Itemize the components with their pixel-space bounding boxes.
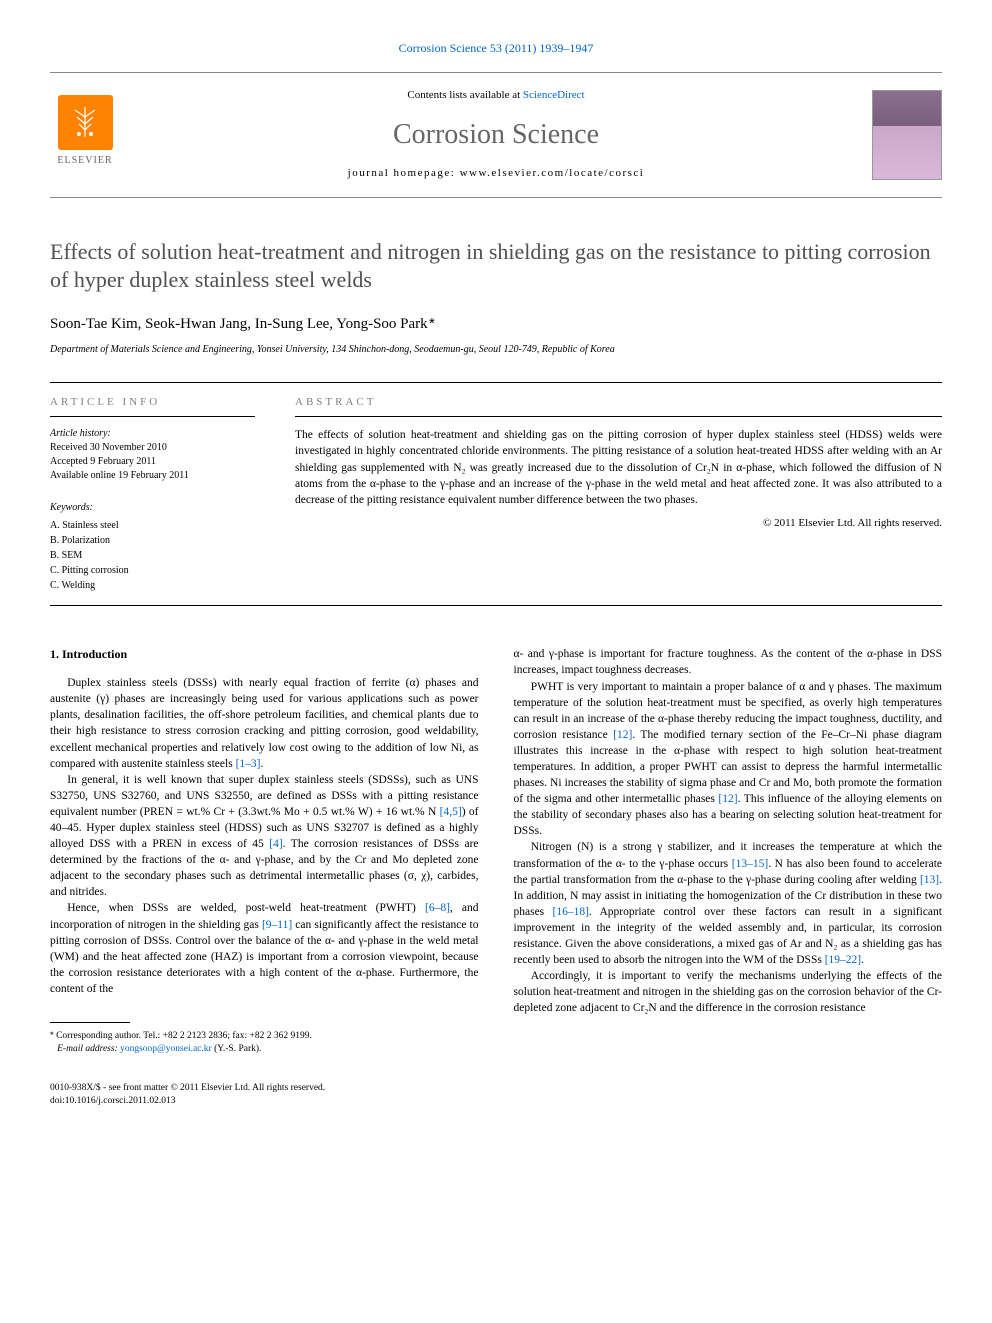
- body-columns: 1. Introduction Duplex stainless steels …: [50, 646, 942, 1108]
- body-paragraph: α- and γ-phase is important for fracture…: [514, 646, 943, 678]
- citation-link[interactable]: Corrosion Science 53 (2011) 1939–1947: [399, 41, 594, 55]
- ref-link[interactable]: [4]: [269, 838, 282, 850]
- keyword-item: C. Pitting corrosion: [50, 563, 255, 578]
- abstract-column: ABSTRACT The effects of solution heat-tr…: [270, 383, 942, 605]
- ref-link[interactable]: [12]: [718, 793, 737, 805]
- publisher-logo: ELSEVIER: [50, 95, 120, 175]
- affiliation: Department of Materials Science and Engi…: [50, 343, 942, 357]
- intro-heading: 1. Introduction: [50, 646, 479, 663]
- citation-header: Corrosion Science 53 (2011) 1939–1947: [50, 40, 942, 57]
- sciencedirect-link[interactable]: ScienceDirect: [523, 89, 585, 101]
- ref-link[interactable]: [4,5]: [440, 806, 462, 818]
- article-title: Effects of solution heat-treatment and n…: [50, 238, 942, 295]
- keyword-item: A. Stainless steel: [50, 518, 255, 533]
- contents-prefix: Contents lists available at: [407, 89, 522, 101]
- body-paragraph: Duplex stainless steels (DSSs) with near…: [50, 675, 479, 772]
- footnote-email-link[interactable]: yongsoop@yonsei.ac.kr: [120, 1044, 212, 1054]
- doi-line: doi:10.1016/j.corsci.2011.02.013: [50, 1095, 479, 1108]
- history-header: Article history:: [50, 427, 255, 441]
- footnote-marker: *: [50, 1030, 54, 1041]
- article-info-column: ARTICLE INFO Article history: Received 3…: [50, 383, 270, 605]
- keywords-header: Keywords:: [50, 501, 255, 515]
- footnote: * Corresponding author. Tel.: +82 2 2123…: [50, 1029, 479, 1057]
- body-paragraph: Accordingly, it is important to verify t…: [514, 968, 943, 1016]
- abstract-copyright: © 2011 Elsevier Ltd. All rights reserved…: [295, 516, 942, 531]
- ref-link[interactable]: [13–15]: [732, 858, 768, 870]
- abstract-text: The effects of solution heat-treatment a…: [295, 427, 942, 507]
- info-label: ARTICLE INFO: [50, 395, 255, 417]
- authors-line: Soon-Tae Kim, Seok-Hwan Jang, In-Sung Le…: [50, 313, 942, 335]
- homepage-prefix: journal homepage:: [348, 167, 460, 179]
- article-history: Article history: Received 30 November 20…: [50, 427, 255, 483]
- footnote-text: Corresponding author. Tel.: +82 2 2123 2…: [56, 1031, 312, 1041]
- body-paragraph: PWHT is very important to maintain a pro…: [514, 679, 943, 840]
- ref-link[interactable]: [12]: [613, 729, 632, 741]
- corresponding-marker: *: [429, 315, 435, 332]
- authors: Soon-Tae Kim, Seok-Hwan Jang, In-Sung Le…: [50, 316, 428, 332]
- abstract-label: ABSTRACT: [295, 395, 942, 417]
- contents-line: Contents lists available at ScienceDirec…: [150, 88, 842, 103]
- ref-link[interactable]: [16–18]: [552, 906, 588, 918]
- ref-link[interactable]: [6–8]: [425, 902, 450, 914]
- ref-link[interactable]: [1–3]: [236, 758, 261, 770]
- body-column-left: 1. Introduction Duplex stainless steels …: [50, 646, 479, 1108]
- history-accepted: Accepted 9 February 2011: [50, 455, 255, 469]
- elsevier-tree-icon: [58, 95, 113, 150]
- keyword-item: B. Polarization: [50, 533, 255, 548]
- journal-title: Corrosion Science: [150, 115, 842, 154]
- footnote-email-label: E-mail address:: [57, 1044, 120, 1054]
- homepage-url: www.elsevier.com/locate/corsci: [460, 167, 645, 179]
- footnote-separator: [50, 1022, 130, 1023]
- publisher-name: ELSEVIER: [57, 154, 112, 168]
- history-received: Received 30 November 2010: [50, 441, 255, 455]
- keywords-list: A. Stainless steel B. Polarization B. SE…: [50, 518, 255, 593]
- body-paragraph: Nitrogen (N) is a strong γ stabilizer, a…: [514, 839, 943, 968]
- info-abstract-block: ARTICLE INFO Article history: Received 3…: [50, 382, 942, 606]
- ref-link[interactable]: [9–11]: [262, 919, 292, 931]
- homepage-line: journal homepage: www.elsevier.com/locat…: [150, 166, 842, 181]
- keyword-item: C. Welding: [50, 578, 255, 593]
- journal-cover-thumbnail: [872, 90, 942, 180]
- footnote-email-suffix: (Y.-S. Park).: [212, 1044, 262, 1054]
- ref-link[interactable]: [19–22]: [825, 954, 861, 966]
- body-column-right: α- and γ-phase is important for fracture…: [514, 646, 943, 1108]
- journal-header: ELSEVIER Contents lists available at Sci…: [50, 72, 942, 198]
- ref-link[interactable]: [13]: [920, 874, 939, 886]
- history-online: Available online 19 February 2011: [50, 469, 255, 483]
- body-paragraph: Hence, when DSSs are welded, post-weld h…: [50, 900, 479, 997]
- body-paragraph: In general, it is well known that super …: [50, 772, 479, 901]
- issn-line: 0010-938X/$ - see front matter © 2011 El…: [50, 1082, 479, 1095]
- header-center: Contents lists available at ScienceDirec…: [120, 88, 872, 182]
- bottom-meta: 0010-938X/$ - see front matter © 2011 El…: [50, 1082, 479, 1109]
- keyword-item: B. SEM: [50, 548, 255, 563]
